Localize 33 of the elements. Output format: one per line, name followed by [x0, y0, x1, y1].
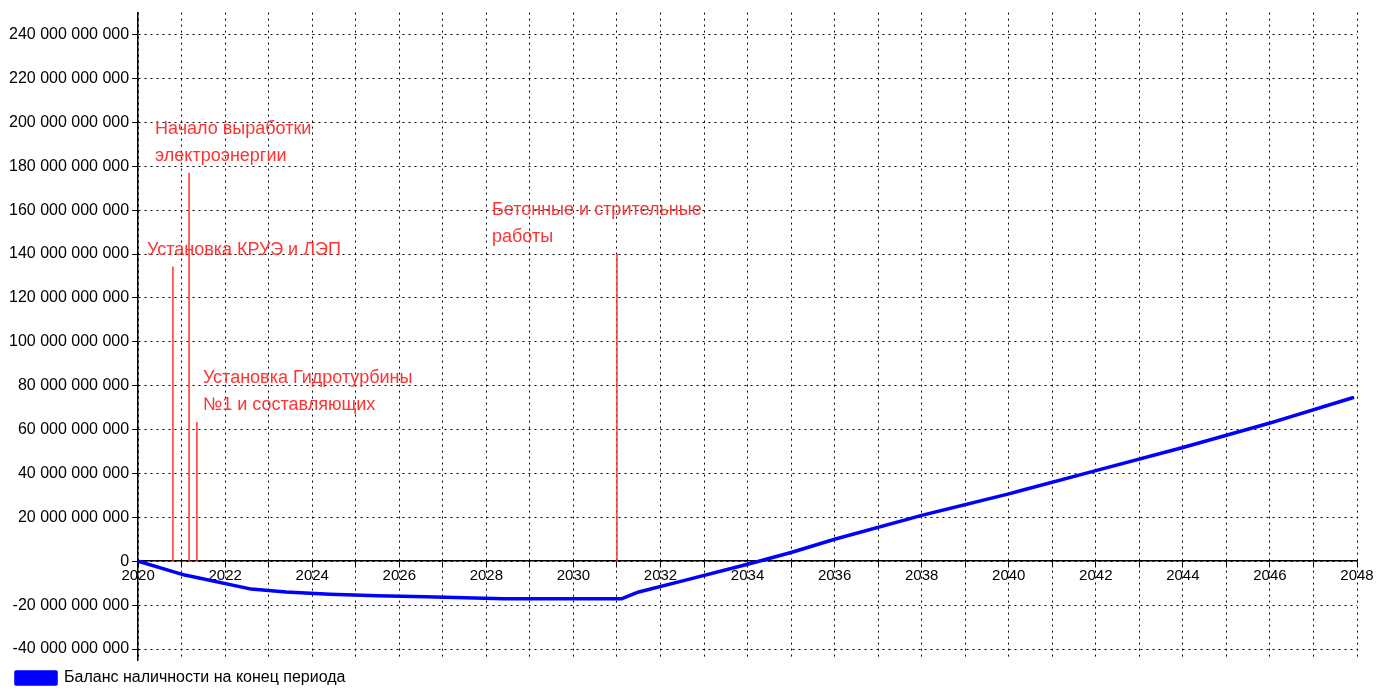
x-tick-label: 2044 [1166, 566, 1200, 584]
y-tick-label: 140 000 000 000 [8, 244, 130, 262]
y-tick-label: 0 [120, 551, 130, 569]
x-tick-label: 2022 [208, 566, 242, 584]
y-tick-label: 60 000 000 000 [17, 419, 130, 437]
ref-line-label: Бетонные и стрительные работы [491, 198, 702, 246]
y-tick-label: 200 000 000 000 [8, 112, 130, 130]
x-tick-label: 2034 [730, 566, 765, 584]
x-tick-label: 2028 [469, 566, 504, 584]
x-tick-label: 2046 [1253, 566, 1287, 584]
y-tick-label: 40 000 000 000 [17, 463, 130, 481]
y-tick-label: 240 000 000 000 [8, 24, 130, 42]
y-tick-label: 80 000 000 000 [17, 376, 130, 394]
x-tick-label: 2026 [382, 566, 416, 584]
x-tick-label: 2038 [905, 566, 939, 584]
ref-line-label: Начало выработки электроэнергии [155, 117, 312, 165]
x-tick-label: 2036 [817, 566, 852, 584]
y-tick-label: 180 000 000 000 [8, 156, 130, 174]
y-tick-label: 220 000 000 000 [8, 68, 130, 86]
x-tick-label: 2032 [643, 566, 678, 584]
x-tick-label: 2040 [992, 566, 1026, 584]
x-tick-label: 2048 [1340, 566, 1374, 584]
ref-line-label: Установка Гидротурбины №1 и составляющих [202, 366, 413, 414]
y-tick-label: 100 000 000 000 [8, 332, 130, 350]
x-tick-label: 2024 [295, 566, 329, 584]
legend-label: Баланс наличности на конец периода [64, 668, 346, 686]
x-tick-label: 2042 [1079, 566, 1113, 584]
y-tick-label: 160 000 000 000 [8, 200, 130, 218]
y-tick-label: -20 000 000 000 [12, 595, 130, 613]
y-tick-label: 20 000 000 000 [17, 507, 130, 525]
y-tick-label: 120 000 000 000 [8, 288, 130, 306]
x-tick-label: 2030 [556, 566, 591, 584]
y-tick-label: -40 000 000 000 [12, 639, 130, 657]
